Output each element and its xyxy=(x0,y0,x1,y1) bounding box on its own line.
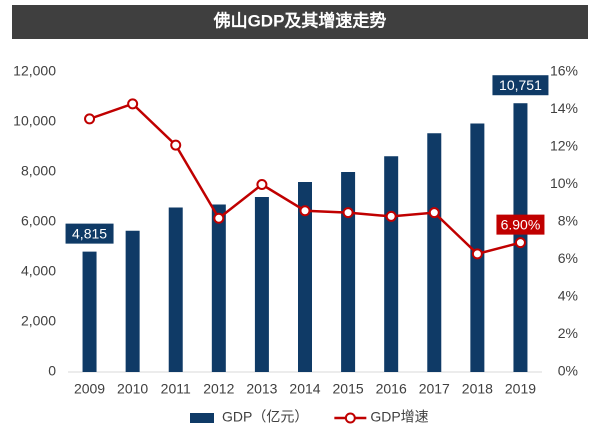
bar xyxy=(125,230,140,372)
y2-tick-label: 4% xyxy=(558,288,578,304)
y-tick-label: 12,000 xyxy=(13,63,56,79)
line-marker xyxy=(213,212,225,224)
x-tick-label: 2009 xyxy=(74,381,105,397)
bar xyxy=(82,251,97,372)
y-tick-label: 4,000 xyxy=(21,263,56,279)
bar xyxy=(384,156,399,372)
bar xyxy=(168,207,183,372)
legend-label: GDP增速 xyxy=(370,409,428,425)
line-marker xyxy=(428,207,440,219)
line-marker xyxy=(342,207,354,219)
y2-tick-label: 12% xyxy=(550,138,578,154)
x-tick-label: 2013 xyxy=(246,381,277,397)
line-marker xyxy=(127,98,139,110)
line-marker xyxy=(84,113,96,125)
line-marker xyxy=(471,248,483,260)
line-marker xyxy=(385,210,397,222)
bar xyxy=(470,123,485,372)
line-marker xyxy=(256,179,268,190)
y2-tick-label: 6% xyxy=(558,250,578,266)
y2-tick-label: 10% xyxy=(550,175,578,191)
x-tick-label: 2011 xyxy=(161,381,191,397)
x-tick-label: 2017 xyxy=(419,381,450,397)
y2-tick-label: 2% xyxy=(558,325,578,341)
chart-title: 佛山GDP及其增速走势 xyxy=(213,10,387,30)
y-tick-label: 6,000 xyxy=(21,213,56,229)
bar xyxy=(341,172,356,372)
value-label-box xyxy=(492,75,549,96)
bar xyxy=(298,182,312,372)
bar xyxy=(254,197,269,372)
y-tick-label: 0 xyxy=(48,363,56,379)
x-tick-label: 2018 xyxy=(462,381,493,397)
x-tick-label: 2015 xyxy=(333,381,364,397)
y-tick-label: 10,000 xyxy=(13,113,56,129)
value-label-box xyxy=(496,214,545,235)
x-tick-label: 2010 xyxy=(117,381,148,397)
line-marker xyxy=(514,237,526,249)
title-banner xyxy=(12,5,588,39)
y2-tick-label: 16% xyxy=(550,63,578,79)
y2-tick-label: 0% xyxy=(558,363,578,379)
bar xyxy=(427,133,442,372)
line-marker xyxy=(299,205,311,217)
y-tick-label: 8,000 xyxy=(21,163,56,179)
y-tick-label: 2,000 xyxy=(21,313,56,329)
x-tick-label: 2012 xyxy=(203,381,234,397)
value-label: 10,751 xyxy=(499,77,542,93)
y2-tick-label: 8% xyxy=(558,213,578,229)
legend-swatch xyxy=(190,413,214,423)
bar xyxy=(211,204,226,372)
x-tick-label: 2019 xyxy=(505,381,536,397)
value-label: 6.90% xyxy=(501,216,541,232)
x-tick-label: 2014 xyxy=(289,381,320,397)
legend-label: GDP（亿元） xyxy=(222,409,308,425)
line-marker xyxy=(170,139,182,151)
value-label: 4,815 xyxy=(72,225,107,241)
y2-tick-label: 14% xyxy=(550,100,578,116)
x-tick-label: 2016 xyxy=(376,381,407,397)
value-label-box xyxy=(65,223,114,244)
legend-marker xyxy=(344,412,356,424)
